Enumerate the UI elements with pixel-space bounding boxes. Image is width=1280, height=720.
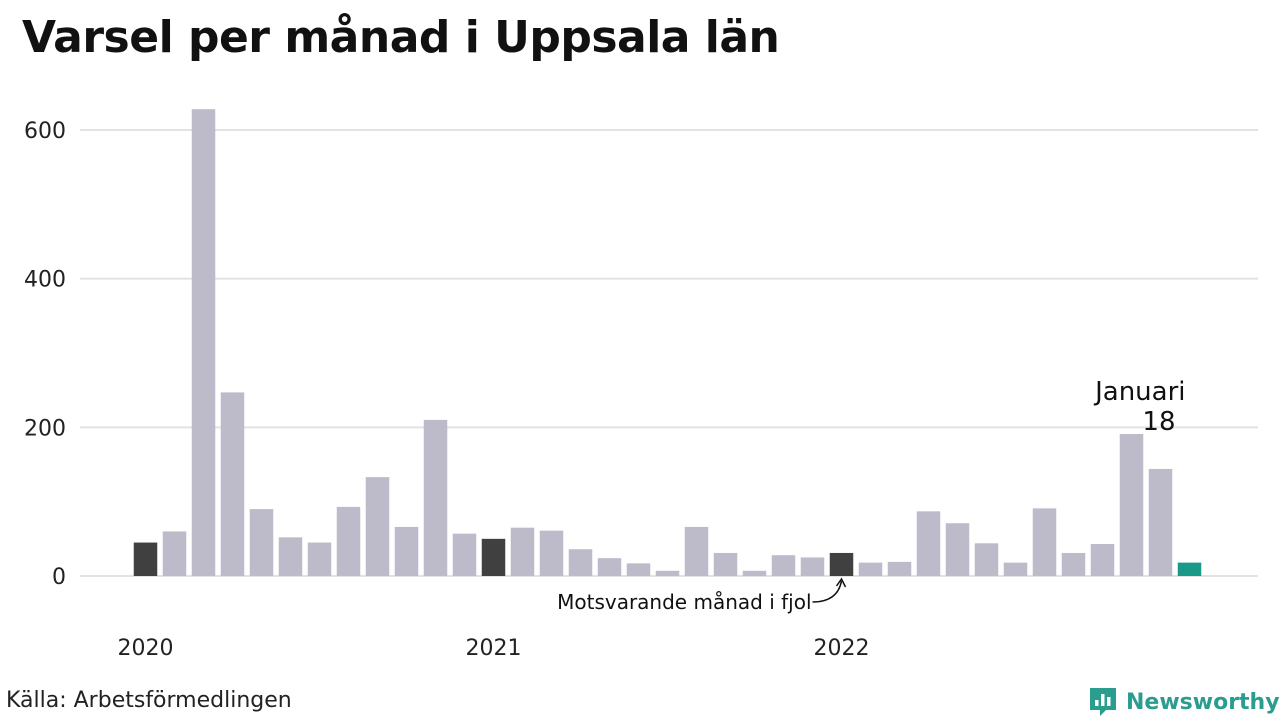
bar-2020-04 [220, 392, 245, 576]
y-tick-label: 0 [52, 565, 66, 590]
brand-name: Newsworthy [1126, 689, 1280, 715]
y-tick-label: 400 [24, 268, 66, 293]
bar-2020-05 [249, 509, 274, 576]
bar-2021-09 [713, 552, 738, 576]
bar-2020-03 [191, 109, 216, 576]
bar-2020-08 [336, 506, 361, 576]
bar-2022-12 [1148, 468, 1173, 576]
bar-2021-08 [684, 526, 709, 576]
bar-2022-09 [1061, 552, 1086, 576]
y-tick-label: 200 [24, 416, 66, 441]
chart-title: Varsel per månad i Uppsala län [22, 12, 780, 63]
bar-2022-04 [916, 511, 941, 576]
bar-2020-01 [133, 542, 158, 576]
bar-2021-11 [771, 555, 796, 576]
bar-2021-07 [655, 570, 680, 576]
gridlines [80, 129, 1258, 577]
source-note: Källa: Arbetsförmedlingen [6, 688, 292, 713]
bar-2020-02 [162, 531, 187, 576]
bar-2022-01 [829, 552, 854, 576]
bars [133, 109, 1202, 576]
bar-2021-12 [800, 557, 825, 576]
bar-2021-02 [510, 527, 535, 576]
bar-2020-12 [452, 533, 477, 576]
y-tick-label: 600 [24, 119, 66, 144]
bar-2022-02 [858, 562, 883, 576]
x-year-label-2021: 2021 [466, 636, 522, 661]
x-axis-year-labels: 2020 2021 2022 [118, 636, 870, 661]
previous-year-label: Motsvarande månad i fjol [557, 590, 811, 614]
current-month-label: Januari [1093, 377, 1185, 407]
arrow-head [835, 577, 847, 588]
bar-2021-10 [742, 570, 767, 576]
bar-2020-10 [394, 526, 419, 576]
bar-2020-09 [365, 477, 390, 576]
x-year-label-2022: 2022 [814, 636, 870, 661]
bar-2022-08 [1032, 508, 1057, 576]
bar-chart-logo-icon [1090, 688, 1116, 716]
current-value-label: 18 [1142, 407, 1175, 437]
bar-2021-03 [539, 530, 564, 576]
bar-2022-05 [945, 523, 970, 576]
bar-2022-07 [1003, 562, 1028, 576]
bar-2021-01 [481, 538, 506, 576]
y-axis-tick-labels: 0 200 400 600 [24, 119, 66, 590]
bar-2021-04 [568, 549, 593, 576]
bar-2023-01 [1177, 562, 1202, 576]
bar-2021-05 [597, 558, 622, 576]
bar-2021-06 [626, 563, 651, 576]
bar-2022-10 [1090, 544, 1115, 576]
bar-2020-11 [423, 419, 448, 576]
bar-2022-11 [1119, 434, 1144, 576]
bar-2020-06 [278, 537, 303, 576]
newsworthy-logo: Newsworthy [1088, 684, 1280, 720]
arrow-line [812, 580, 843, 603]
bar-2022-03 [887, 561, 912, 576]
bar-2022-06 [974, 543, 999, 576]
x-year-label-2020: 2020 [118, 636, 174, 661]
bar-2020-07 [307, 542, 332, 576]
